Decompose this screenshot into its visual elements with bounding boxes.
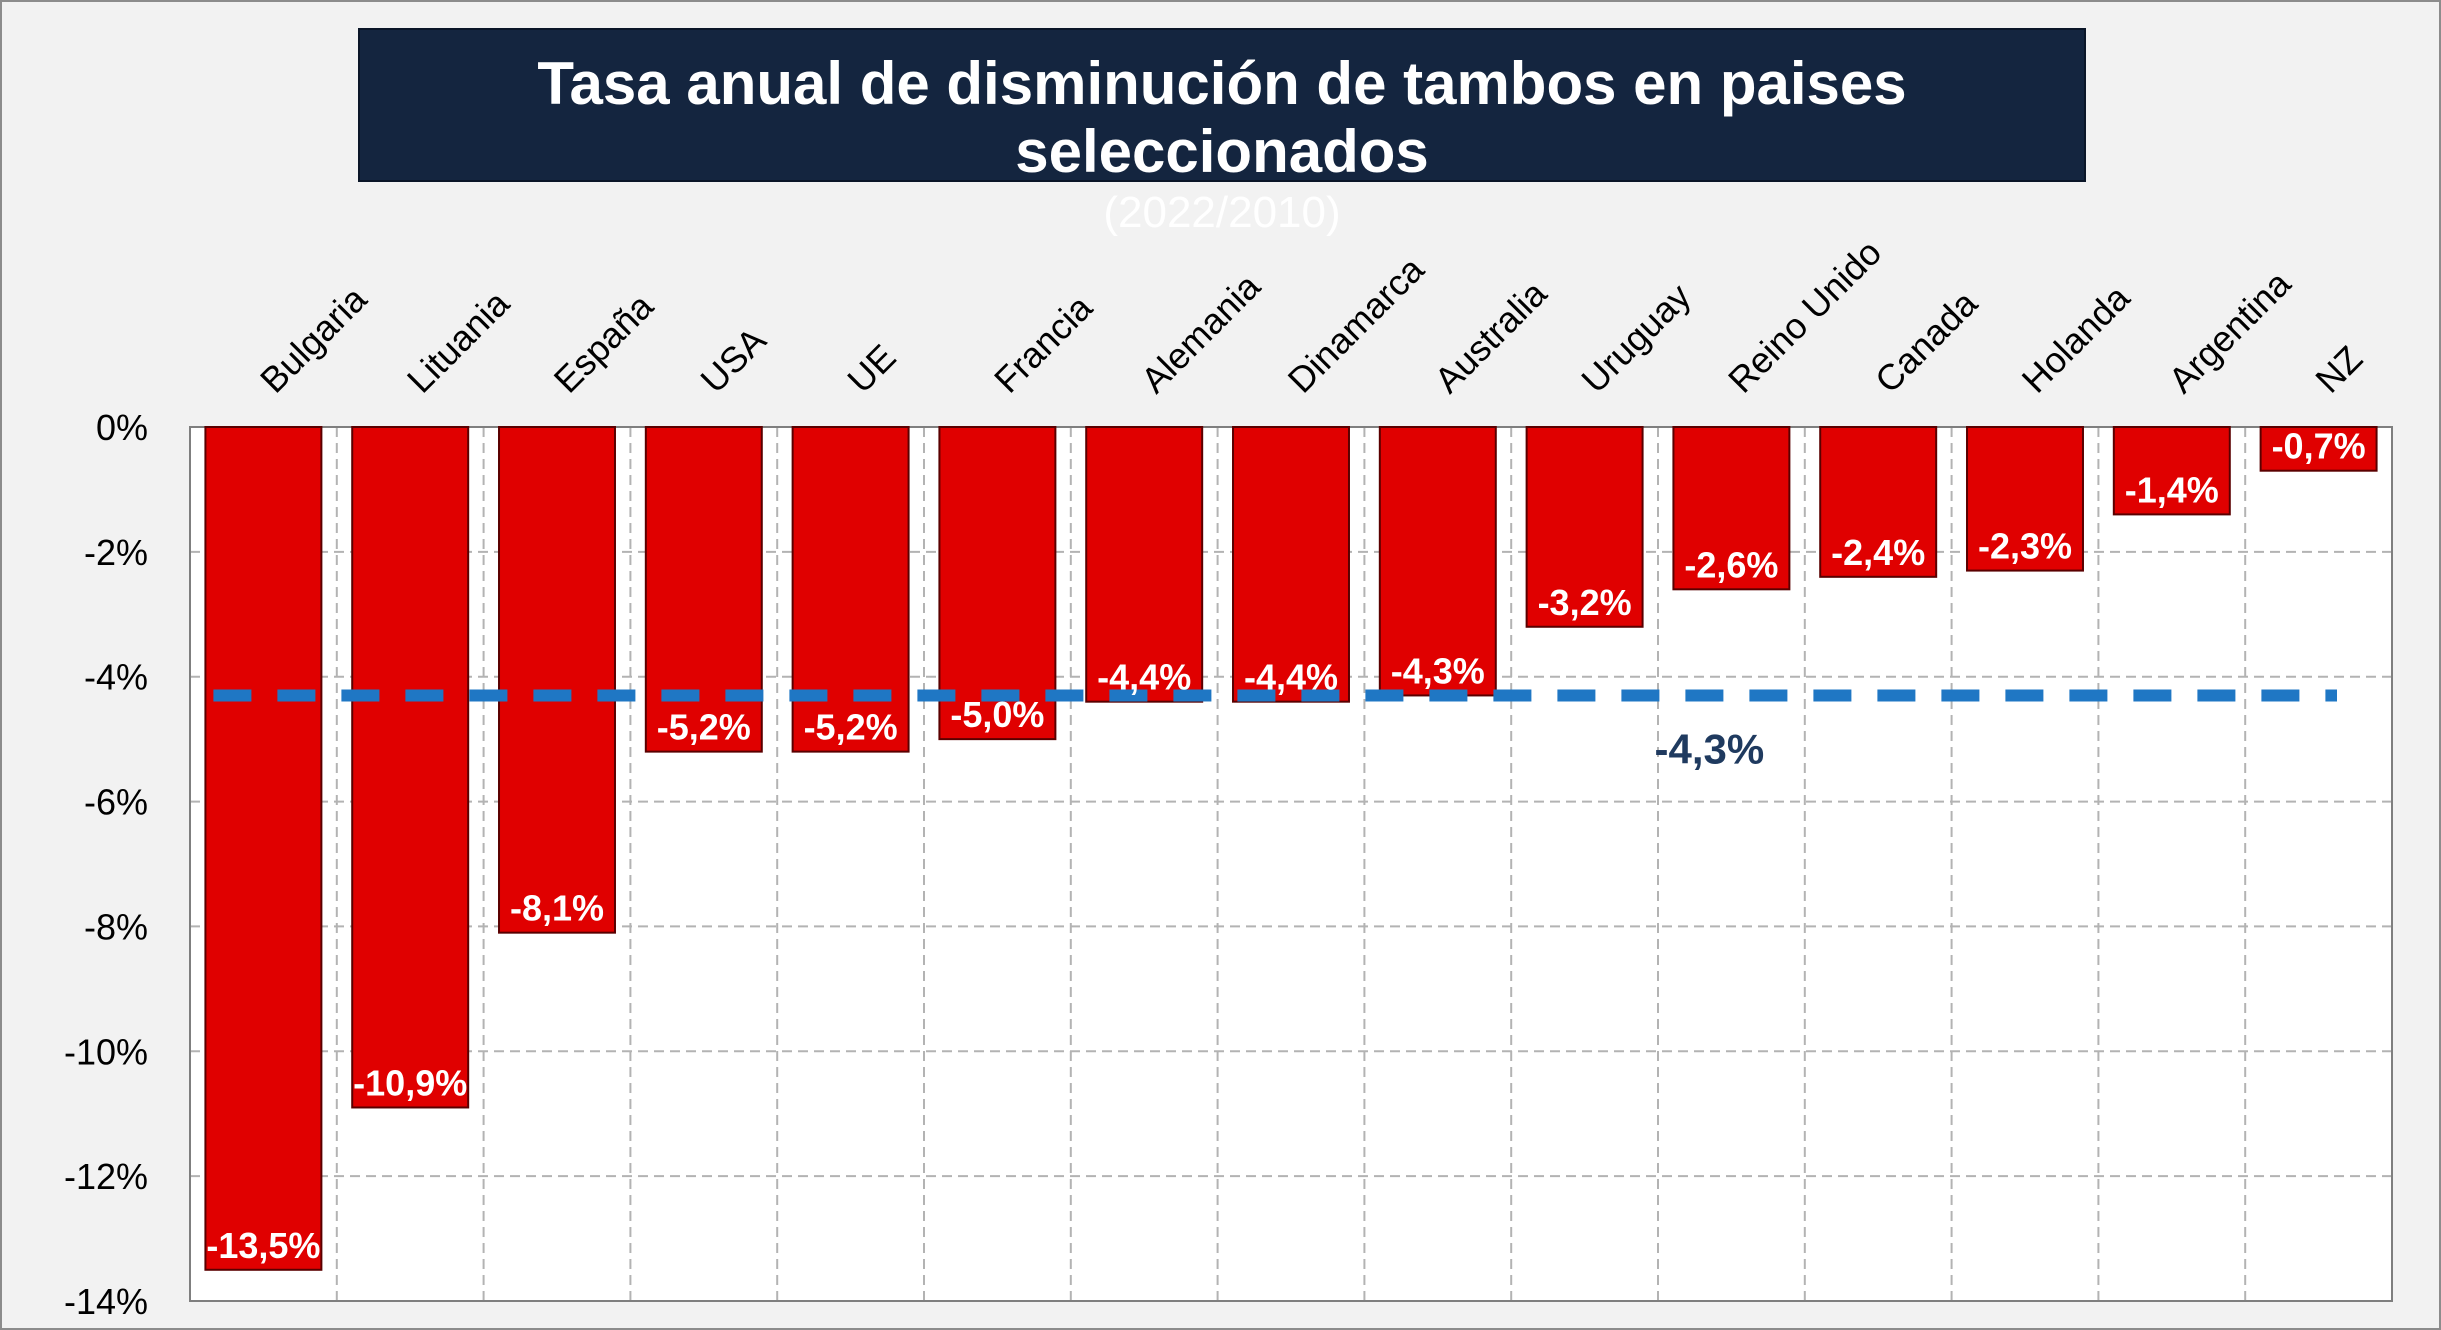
data-label: -2,3% xyxy=(1978,526,2072,567)
data-label: -5,0% xyxy=(950,694,1044,735)
data-label: -2,4% xyxy=(1831,532,1925,573)
bar xyxy=(498,426,616,934)
data-label: -2,6% xyxy=(1684,544,1778,585)
x-tick-label: Dinamarca xyxy=(1280,248,1433,401)
x-tick-label: Argentina xyxy=(2160,262,2299,401)
bar xyxy=(1525,426,1644,628)
chart-subtitle: (2022/2010) xyxy=(1103,188,1341,237)
bar xyxy=(1232,426,1350,703)
x-tick-label: Lituania xyxy=(399,282,518,401)
x-tick-label: Australia xyxy=(1426,272,1555,401)
x-tick-label: UE xyxy=(839,336,903,400)
chart-title: Tasa anual de disminución de tambos en p… xyxy=(537,50,1907,185)
data-label: -10,9% xyxy=(353,1062,467,1103)
bar xyxy=(1819,426,1938,578)
data-label: -0,7% xyxy=(2272,426,2366,467)
bar xyxy=(644,426,763,753)
bar xyxy=(1966,426,2084,572)
data-label: -8,1% xyxy=(510,888,604,929)
x-tick-label: Uruguay xyxy=(1573,275,1698,400)
x-tick-label: Bulgaria xyxy=(252,278,375,401)
y-tick-label: -12% xyxy=(64,1156,148,1197)
bar xyxy=(1378,426,1497,697)
y-tick-label: -4% xyxy=(84,657,148,698)
x-tick-label: Alemania xyxy=(1133,265,1269,401)
x-tick-label: NZ xyxy=(2307,338,2370,401)
x-tick-label: Canada xyxy=(1867,282,1986,401)
bar xyxy=(938,426,1057,741)
data-label: -4,3% xyxy=(1391,650,1485,691)
bar xyxy=(2259,426,2378,472)
y-tick-label: -6% xyxy=(84,782,148,823)
x-tick-label: España xyxy=(546,285,662,401)
bar xyxy=(791,426,910,753)
x-tick-label: Holanda xyxy=(2014,276,2139,401)
bar xyxy=(1672,426,1791,591)
data-label: -3,2% xyxy=(1538,582,1632,623)
x-tick-label: Francia xyxy=(986,286,1101,401)
bar xyxy=(204,426,323,1271)
y-tick-label: 0% xyxy=(96,407,148,448)
x-tick-label: Reino Unido xyxy=(1720,232,1889,401)
data-label: -13,5% xyxy=(206,1225,320,1266)
data-label: -5,2% xyxy=(804,707,898,748)
y-tick-label: -10% xyxy=(64,1031,148,1072)
y-tick-label: -2% xyxy=(84,532,148,573)
average-reference-label: -4,3% xyxy=(1655,725,1765,772)
bar xyxy=(351,426,470,1109)
title-box: Tasa anual de disminución de tambos en p… xyxy=(358,28,2086,237)
x-tick-label: USA xyxy=(692,319,773,400)
bar xyxy=(2112,426,2231,516)
data-label: -4,4% xyxy=(1097,657,1191,698)
data-label: -4,4% xyxy=(1244,657,1338,698)
y-tick-label: -8% xyxy=(84,906,148,947)
y-tick-label: -14% xyxy=(64,1281,148,1322)
data-label: -5,2% xyxy=(657,707,751,748)
data-label: -1,4% xyxy=(2125,469,2219,510)
bar xyxy=(1085,426,1204,703)
